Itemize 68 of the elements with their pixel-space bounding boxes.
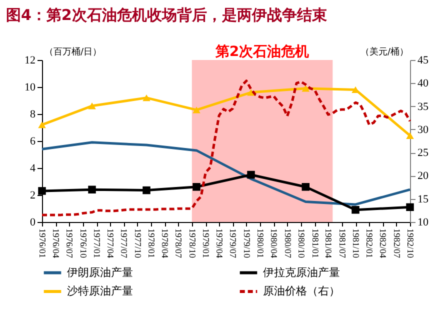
y-tick-label: 8	[30, 108, 36, 120]
x-tick-label: 1977/10	[132, 228, 143, 258]
legend-label: 伊朗原油产量	[67, 266, 133, 279]
y-tick-label: 12	[24, 54, 36, 66]
y2-tick-label: 20	[418, 170, 429, 182]
y2-tick-label: 25	[418, 147, 429, 160]
x-tick-label: 1976/10	[78, 228, 88, 258]
x-tick-label: 1976/07	[64, 228, 75, 258]
x-tick-label: 1980/07	[282, 228, 293, 258]
x-tick-label: 1982/07	[392, 228, 402, 258]
x-tick-label: 1979/04	[214, 228, 225, 258]
x-tick-label: 1977/04	[106, 228, 116, 258]
x-tick-label: 1978/04	[160, 228, 170, 258]
y2-axis-title: （美元/桶）	[360, 46, 408, 58]
x-tick-label: 1982/01	[364, 228, 375, 258]
y2-tick-label: 15	[418, 193, 429, 206]
point	[192, 183, 200, 191]
x-tick-label: 1976/01	[38, 228, 48, 258]
y2-tick-label: 40	[418, 78, 429, 90]
point	[352, 206, 360, 214]
x-tick-label: 1982/10	[406, 228, 416, 258]
point	[302, 84, 310, 92]
y-tick-label: 2	[30, 190, 36, 202]
y-tick-label: 4	[30, 162, 36, 174]
x-tick-label: 1980/01	[256, 228, 266, 258]
y2-tick-label: 10	[418, 216, 429, 228]
y-tick-label: 10	[24, 82, 36, 94]
point	[88, 186, 96, 194]
legend-label: 原油价格（右）	[263, 284, 340, 298]
x-tick-label: 1979/10	[242, 228, 252, 258]
x-tick-label: 1979/01	[201, 228, 212, 258]
x-tick-label: 1981/04	[324, 228, 334, 258]
band-label: 第2次石油危机	[214, 44, 310, 60]
x-tick-label: 1981/01	[310, 228, 320, 258]
x-tick-label: 1980/10	[296, 228, 307, 258]
x-tick-label: 1976/04	[51, 228, 62, 258]
x-tick-label: 1979/07	[228, 228, 238, 258]
line-series	[40, 141, 412, 206]
point	[38, 121, 46, 128]
legend-label: 伊拉克原油产量	[263, 266, 340, 279]
point	[247, 170, 255, 179]
y2-tick-label: 35	[418, 100, 429, 113]
x-tick-label: 1981/07	[337, 228, 348, 258]
point	[38, 187, 46, 195]
x-tick-label: 1980/04	[269, 228, 280, 258]
point	[88, 102, 96, 110]
point	[247, 89, 255, 96]
y2-tick-label: 30	[418, 124, 429, 136]
x-tick-label: 1977/01	[92, 228, 102, 258]
point	[192, 106, 200, 114]
x-tick-label: 1981/10	[351, 228, 362, 258]
x-tick-label: 1978/10	[187, 228, 198, 258]
y2-tick-label: 45	[418, 54, 429, 66]
x-tick-label: 1978/01	[146, 228, 157, 258]
y-tick-label: 6	[30, 136, 36, 148]
x-tick-label: 1982/04	[378, 228, 388, 258]
point	[142, 186, 150, 194]
chart-title: 图4：第2次石油危机收场背后，是两伊战争结束	[6, 6, 327, 24]
legend-label: 沙特原油产量	[67, 284, 133, 298]
point	[142, 94, 150, 102]
x-tick-label: 1977/07	[119, 228, 130, 258]
point	[406, 132, 414, 139]
x-tick-label: 1978/07	[174, 228, 184, 258]
point	[302, 183, 310, 191]
y-tick-label: 0	[30, 216, 36, 228]
y-axis-title: （百万桶/日）	[44, 46, 102, 58]
point	[406, 203, 414, 212]
line-series	[40, 80, 412, 216]
